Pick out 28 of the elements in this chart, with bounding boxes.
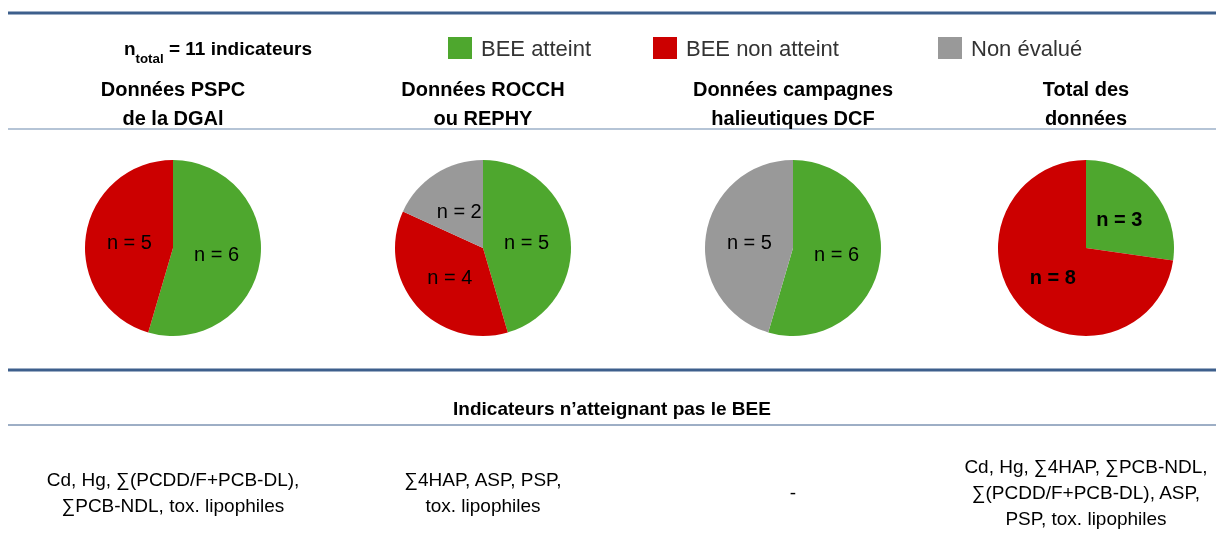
chart-title: Total des données (1042, 78, 1130, 129)
chart-title: Données campagnes halieutiques DCF (692, 78, 894, 129)
text: - (789, 482, 797, 503)
text: n$_{total}$ = 11 indicateurs (123, 38, 313, 66)
text: Cd, Hg, ∑(PCDD/F+PCB-DL), ∑PCB-NDL, tox. lipophiles (46, 469, 300, 517)
data-label: n = 6 (194, 243, 240, 266)
legend-label: Non évalué (971, 36, 1083, 61)
text: Cd, Hg, ∑4HAP, ∑PCB-NDL, ∑(PCDD/F+PCB-DL), ASP, PSP, tox. lipophiles (964, 456, 1208, 529)
data-label: n = 4 (427, 265, 473, 288)
chart-title: Données ROCCH ou REPHY (401, 78, 565, 129)
legend-label: BEE non atteint (686, 36, 839, 61)
text: Indicateurs n’atteignant pas le BEE (453, 398, 771, 419)
text: ∑4HAP, ASP, PSP, tox. lipophiles (404, 469, 562, 516)
pie-slice (483, 160, 571, 333)
pie-slice (998, 160, 1174, 336)
data-label: n = 6 (814, 243, 860, 266)
pie-slice (85, 160, 173, 333)
data-label: n = 5 (726, 230, 772, 253)
legend-label: BEE atteint (481, 36, 592, 61)
pie-slice (402, 160, 483, 248)
data-label: n = 2 (436, 199, 482, 222)
data-label: n = 8 (1029, 265, 1076, 288)
data-label: n = 5 (504, 230, 550, 253)
text: Données PSPC de la DGAl (100, 78, 246, 129)
pie-slice (1086, 160, 1174, 261)
pie-slice (705, 160, 793, 333)
data-label: n = 5 (106, 230, 152, 253)
data-label: n = 3 (1096, 208, 1143, 231)
